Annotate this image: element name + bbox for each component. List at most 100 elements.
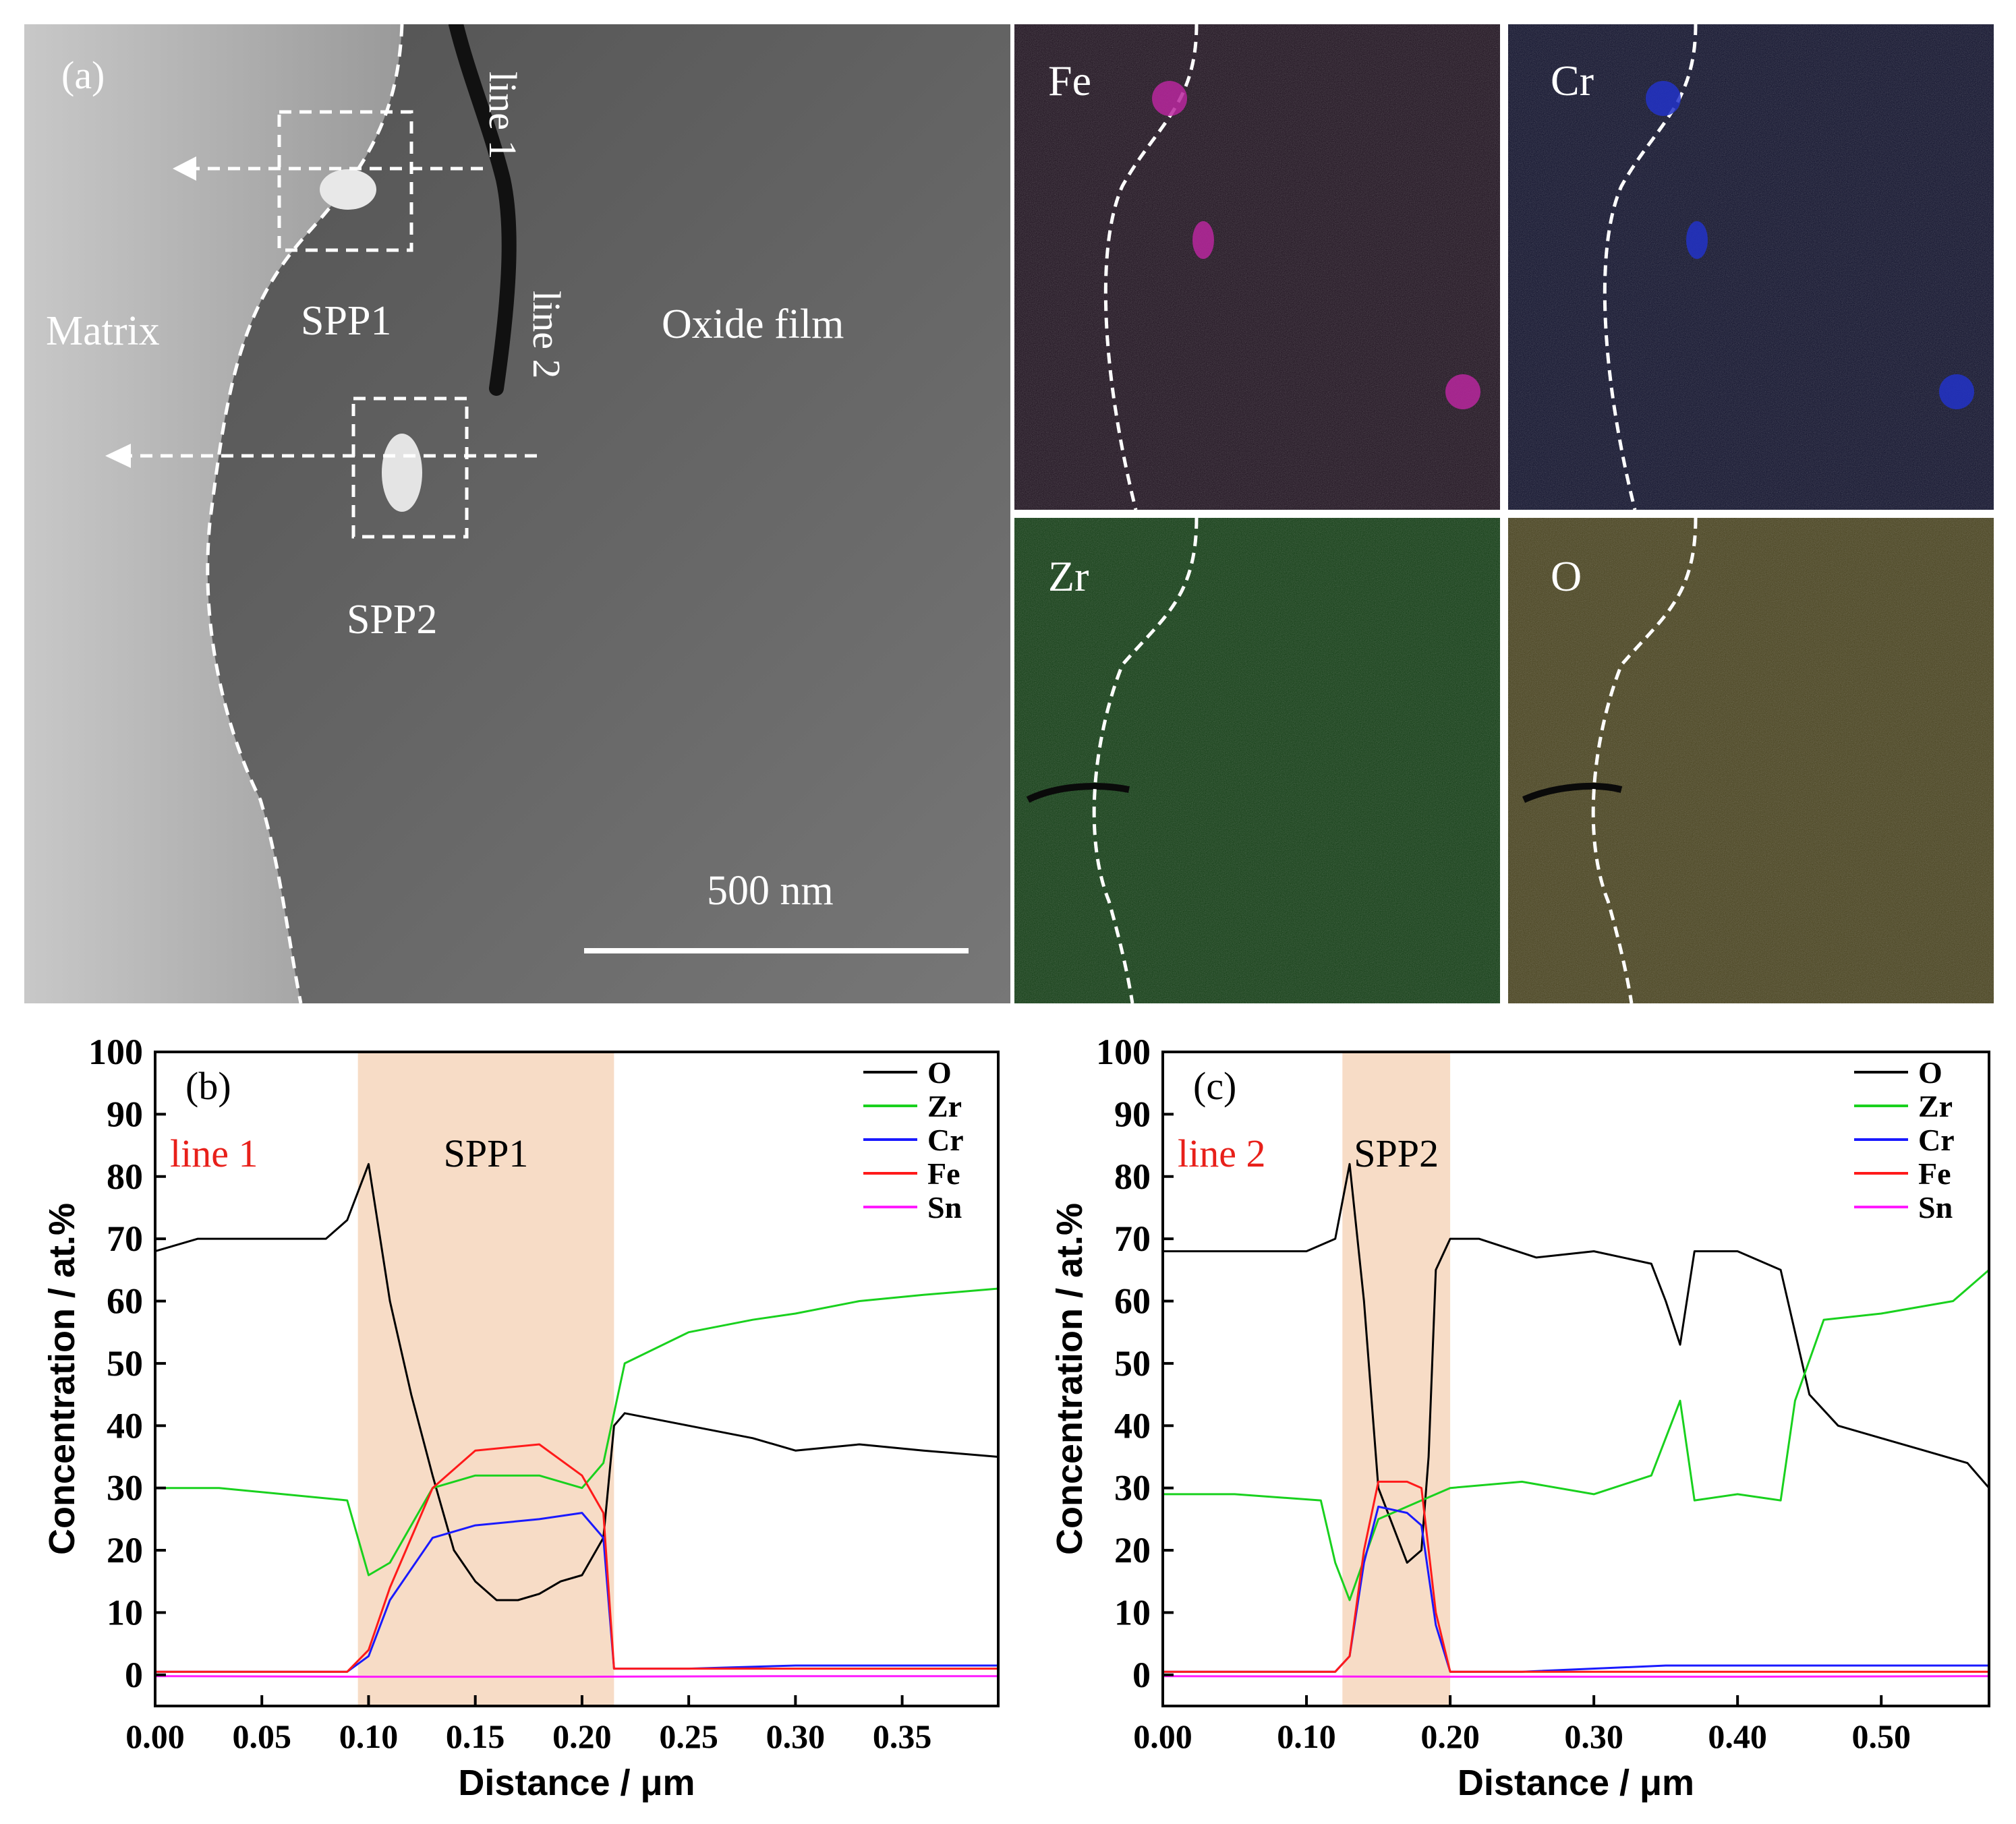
map-o-crack <box>1522 783 1623 803</box>
map-zr-interface <box>1092 517 1199 1003</box>
plot-frame <box>1161 1051 1990 1707</box>
x-tick-label: 0.20 <box>1420 1717 1480 1755</box>
panel-label: (b) <box>185 1064 231 1108</box>
legend-label-zr: Zr <box>927 1089 962 1123</box>
series-line-zr <box>155 1287 999 1577</box>
y-tick-label: 50 <box>1114 1343 1151 1384</box>
x-axis-label: Distance / μm <box>458 1763 695 1803</box>
y-axis-label: Concentration / at.% <box>42 1203 82 1555</box>
y-tick-label: 0 <box>125 1655 143 1695</box>
map-zr: Zr <box>1014 517 1500 1003</box>
scale-bar-label: 500 nm <box>707 868 834 914</box>
map-o-interface <box>1591 517 1698 1003</box>
legend-label-o: O <box>927 1055 952 1090</box>
line2-label: line 2 <box>525 291 569 378</box>
spp2-particle <box>382 434 422 512</box>
y-tick-label: 10 <box>1114 1592 1151 1632</box>
x-tick-label: 0.30 <box>766 1717 826 1755</box>
x-tick-label: 0.30 <box>1564 1717 1623 1755</box>
y-tick-label: 30 <box>107 1468 143 1508</box>
map-cr-interface <box>1603 24 1698 510</box>
y-tick-label: 80 <box>107 1156 143 1197</box>
spp-label: SPP2 <box>1354 1131 1439 1175</box>
series-line-fe <box>155 1443 998 1673</box>
map-fe-particle <box>1152 81 1187 116</box>
y-tick-label: 90 <box>107 1094 143 1134</box>
scale-bar <box>584 948 969 953</box>
line1-label: line 1 <box>481 71 525 159</box>
series-line-sn <box>154 1675 998 1678</box>
map-cr-label: Cr <box>1551 57 1594 105</box>
y-tick-label: 30 <box>1114 1468 1151 1508</box>
panel-a: (a) Matrix SPP1 SPP2 Oxide film line 1 l… <box>24 24 1010 1003</box>
oxide-film-label: Oxide film <box>662 301 844 347</box>
map-o: O <box>1508 517 1994 1003</box>
x-tick-label: 0.15 <box>446 1717 505 1755</box>
y-tick-label: 10 <box>107 1592 143 1632</box>
map-fe-particle <box>1192 221 1214 259</box>
legend-label-sn: Sn <box>1918 1190 1953 1225</box>
line2-arrowhead <box>105 444 131 468</box>
map-fe: Fe <box>1014 24 1500 510</box>
x-tick-label: 0.10 <box>1277 1717 1336 1755</box>
y-tick-label: 100 <box>88 1032 143 1072</box>
map-cr-particle <box>1686 221 1708 259</box>
y-tick-label: 80 <box>1114 1156 1151 1197</box>
plot-frame <box>154 1051 1000 1707</box>
spp-label: SPP1 <box>444 1131 529 1175</box>
x-tick-label: 0.50 <box>1851 1717 1911 1755</box>
x-axis-label: Distance / μm <box>1458 1763 1694 1803</box>
y-tick-label: 70 <box>107 1218 143 1259</box>
spp2-box <box>351 396 469 539</box>
x-tick-label: 0.40 <box>1708 1717 1767 1755</box>
series-line-cr <box>155 1512 998 1673</box>
series-line-o <box>154 1163 999 1601</box>
line1-arrowhead <box>173 156 196 181</box>
spp-highlight-band <box>357 1052 614 1706</box>
x-tick-label: 0.35 <box>873 1717 932 1755</box>
spp2-label: SPP2 <box>347 597 437 643</box>
y-tick-label: 90 <box>1114 1094 1151 1134</box>
map-cr-particle <box>1939 374 1974 409</box>
y-tick-label: 60 <box>1114 1281 1151 1322</box>
chart-b: 0 10 20 30 40 50 60 70 80 90 100 0.00 0.05 0.10 0.15 0.… <box>42 1032 1000 1803</box>
y-tick-label: 60 <box>107 1281 143 1322</box>
series-line-fe <box>1163 1480 1989 1673</box>
x-tick-label: 0.00 <box>125 1717 185 1755</box>
line-label: line 2 <box>1178 1131 1265 1175</box>
y-tick-label: 20 <box>1114 1530 1151 1570</box>
y-tick-label: 20 <box>107 1530 143 1570</box>
legend-label-o: O <box>1918 1055 1942 1090</box>
panel-label: (c) <box>1193 1064 1236 1108</box>
matrix-label: Matrix <box>46 308 160 354</box>
x-tick-label: 0.00 <box>1133 1717 1192 1755</box>
x-tick-label: 0.05 <box>232 1717 291 1755</box>
x-tick-label: 0.10 <box>339 1717 399 1755</box>
map-o-label: O <box>1551 552 1582 600</box>
spp1-particle <box>320 169 376 210</box>
series-line-sn <box>1162 1675 1990 1678</box>
map-cr: Cr <box>1508 24 1994 510</box>
x-tick-label: 0.20 <box>552 1717 612 1755</box>
y-axis-label: Concentration / at.% <box>1049 1203 1090 1555</box>
map-cr-particle <box>1646 81 1681 116</box>
series-line-cr <box>1163 1505 1989 1673</box>
legend-label-zr: Zr <box>1918 1089 1953 1123</box>
legend-label-fe: Fe <box>1918 1156 1951 1191</box>
matrix-region <box>24 24 402 1003</box>
panel-a-label: (a) <box>61 53 105 97</box>
legend-label-cr: Cr <box>927 1123 964 1157</box>
legend-label-cr: Cr <box>1918 1123 1955 1157</box>
oxide-metal-interface-line <box>206 24 404 1003</box>
element-maps: Fe Cr Zr O <box>1014 24 1994 1003</box>
map-zr-label: Zr <box>1048 552 1089 600</box>
chart-c: 0 10 20 30 40 50 60 70 80 90 100 0.00 0.10 0.20 0.30 0.… <box>1049 1032 1990 1803</box>
spp1-box <box>277 110 413 252</box>
y-tick-label: 70 <box>1114 1218 1151 1259</box>
y-tick-label: 100 <box>1096 1032 1151 1072</box>
legend-label-fe: Fe <box>927 1156 960 1191</box>
series-line-o <box>1163 1163 1990 1564</box>
crack <box>449 24 517 396</box>
line-label: line 1 <box>170 1131 258 1175</box>
y-tick-label: 40 <box>1114 1405 1151 1446</box>
